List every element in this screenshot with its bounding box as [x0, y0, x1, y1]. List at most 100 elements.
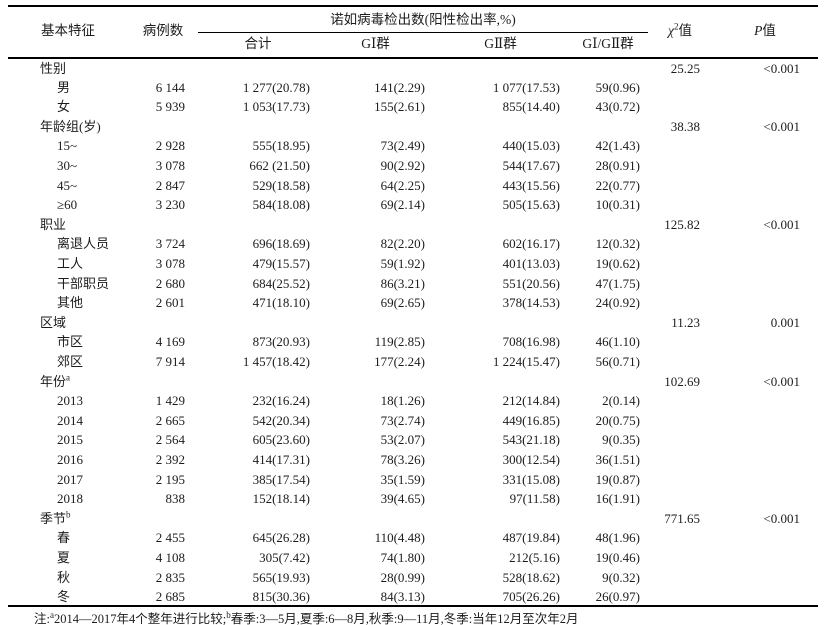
cell-chi — [648, 156, 712, 176]
cell-g1 — [318, 117, 433, 137]
cell-cases: 2 392 — [155, 451, 185, 467]
header-chi-square-value: χ2值 — [648, 6, 712, 59]
row-label: ≥60 — [57, 197, 78, 213]
cell-g12: 56(0.71) — [595, 353, 640, 369]
cell-chi — [648, 136, 712, 156]
data-row: 2018 838 152(18.14) 39(4.65) 97(11.58) 16(1.9… — [8, 489, 818, 509]
table-footnote: 注:a2014—2017年4个整年进行比较;b春季:3—5月,夏季:6—8月,秋… — [8, 607, 818, 625]
cell-g2 — [433, 117, 568, 137]
row-label: 郊区 — [57, 353, 84, 369]
data-row: 女 5 939 1 053(17.73) 155(2.61) 855(14.40) 43(… — [8, 97, 818, 117]
cell-p: <0.001 — [763, 510, 800, 526]
row-label: 30~ — [57, 158, 78, 174]
data-row: 工人 3 078 479(15.57) 59(1.92) 401(13.03) 19(0.… — [8, 254, 818, 274]
chi-suffix: 值 — [678, 23, 692, 39]
cell-cases — [128, 58, 198, 78]
cell-p — [712, 77, 818, 97]
table-header: 基本特征 病例数 诺如病毒检出数(阳性检出率,%) χ2值 P值 合计 GⅠ群 … — [8, 6, 818, 59]
cell-chi — [648, 195, 712, 215]
cell-chi: 125.82 — [664, 216, 700, 232]
cell-g12: 19(0.46) — [595, 549, 640, 565]
section-row: 性别 25.25 <0.001 — [8, 58, 818, 78]
cell-cases — [128, 215, 198, 235]
cell-cases: 6 144 — [155, 79, 185, 95]
cell-g12 — [568, 117, 648, 137]
cell-cases: 2 928 — [155, 138, 185, 154]
header-p-value: P值 — [712, 6, 818, 59]
row-label: 2014 — [57, 412, 83, 428]
data-row: 30~ 3 078 662 (21.50) 90(2.92) 544(17.67) 28(… — [8, 156, 818, 176]
cell-g12: 42(1.43) — [595, 138, 640, 154]
cell-cases: 2 455 — [155, 530, 185, 546]
row-label: 2018 — [57, 491, 83, 507]
cell-cases: 2 665 — [155, 412, 185, 428]
cell-g2: 300(12.54) — [502, 451, 560, 467]
row-label: 2013 — [57, 393, 83, 409]
cell-chi — [648, 175, 712, 195]
cell-g1: 90(2.92) — [380, 158, 425, 174]
row-label: 2015 — [57, 432, 83, 448]
cell-total: 385(17.54) — [252, 471, 310, 487]
cell-p — [712, 391, 818, 411]
cell-g1 — [318, 313, 433, 333]
cell-total: 414(17.31) — [252, 451, 310, 467]
cell-total — [198, 117, 318, 137]
cell-g2: 602(16.17) — [502, 236, 560, 252]
cell-p: <0.001 — [763, 60, 800, 76]
cell-g2 — [433, 313, 568, 333]
cell-g12: 46(1.10) — [595, 334, 640, 350]
cell-total — [198, 215, 318, 235]
cell-g2: 1 077(17.53) — [492, 79, 560, 95]
cell-total: 605(23.60) — [252, 432, 310, 448]
cell-total — [198, 313, 318, 333]
cell-cases: 3 078 — [155, 256, 185, 272]
cell-g1 — [318, 508, 433, 528]
cell-g12: 19(0.62) — [595, 256, 640, 272]
data-row: 15~ 2 928 555(18.95) 73(2.49) 440(15.03) 42(1… — [8, 136, 818, 156]
cell-cases: 2 680 — [155, 275, 185, 291]
cell-chi — [648, 332, 712, 352]
cell-g2: 97(11.58) — [509, 491, 560, 507]
cell-p — [712, 293, 818, 313]
cell-g2: 855(14.40) — [502, 99, 560, 115]
cell-p — [712, 234, 818, 254]
cell-total: 232(16.24) — [252, 393, 310, 409]
cell-g12: 22(0.77) — [595, 177, 640, 193]
cell-cases: 3 230 — [155, 197, 185, 213]
data-row: 郊区 7 914 1 457(18.42) 177(2.24) 1 224(15.47)… — [8, 352, 818, 372]
cell-p — [712, 410, 818, 430]
data-row: 2013 1 429 232(16.24) 18(1.26) 212(14.84) 2(0… — [8, 391, 818, 411]
row-label: 2016 — [57, 451, 83, 467]
cell-g12 — [568, 215, 648, 235]
cell-p — [712, 489, 818, 509]
row-label: 15~ — [57, 138, 78, 154]
cell-g1 — [318, 371, 433, 391]
cell-chi — [648, 469, 712, 489]
cell-g1: 73(2.49) — [380, 138, 425, 154]
cell-g1: 73(2.74) — [380, 412, 425, 428]
cell-g1: 110(4.48) — [374, 530, 425, 546]
row-label: 45~ — [57, 177, 78, 193]
cell-g12: 9(0.35) — [602, 432, 640, 448]
cell-p — [712, 352, 818, 372]
cell-g2: 528(18.62) — [502, 569, 560, 585]
row-label: 夏 — [57, 549, 71, 565]
cell-g2: 1 224(15.47) — [492, 353, 560, 369]
cell-g1: 53(2.07) — [380, 432, 425, 448]
cell-g12 — [568, 508, 648, 528]
cell-total: 584(18.08) — [252, 197, 310, 213]
row-label: 女 — [57, 99, 71, 115]
header-g1-group: GⅠ群 — [318, 32, 433, 59]
cell-g2: 331(15.08) — [502, 471, 560, 487]
header-basic-characteristics: 基本特征 — [8, 6, 128, 59]
cell-g2 — [433, 58, 568, 78]
cell-total: 815(30.36) — [252, 588, 310, 604]
cell-g2: 551(20.56) — [502, 275, 560, 291]
cell-total: 645(26.28) — [252, 530, 310, 546]
row-label: 其他 — [57, 295, 84, 311]
data-row: 其他 2 601 471(18.10) 69(2.65) 378(14.53) 24(0.… — [8, 293, 818, 313]
cell-chi — [648, 391, 712, 411]
cell-g12: 28(0.91) — [595, 158, 640, 174]
cell-cases: 2 685 — [155, 588, 185, 604]
cell-p — [712, 528, 818, 548]
